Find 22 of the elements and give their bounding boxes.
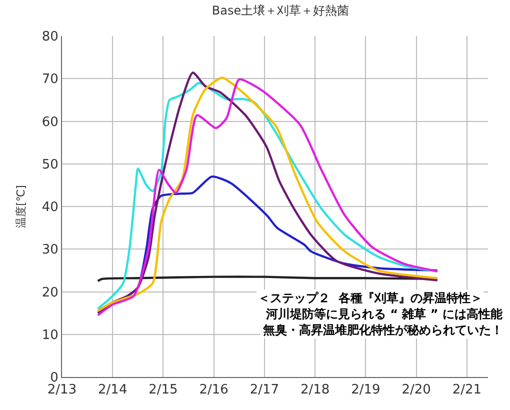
- y-tick-label: 70: [42, 72, 58, 88]
- x-tick-label: 2/19: [351, 382, 380, 398]
- y-tick-label: 20: [42, 285, 58, 300]
- x-tick-label: 2/16: [199, 382, 228, 398]
- y-tick-label: 80: [42, 30, 58, 45]
- y-tick-label: 40: [42, 200, 58, 216]
- y-tick-label: 30: [42, 242, 58, 258]
- y-tick-label: 10: [42, 328, 58, 343]
- x-tick-label: 2/17: [250, 382, 280, 398]
- x-tick-label: 2/14: [98, 382, 128, 398]
- y-tick-label: 60: [42, 114, 58, 130]
- x-tick-label: 2/15: [148, 382, 178, 398]
- annotation: 無臭・高昇温堆肥化特性が秘められていた！: [262, 323, 503, 337]
- annotation: 河川堤防等に見られる “ 雑草 ” には高性能: [265, 307, 504, 321]
- x-tick-label: 2/21: [452, 382, 482, 398]
- annotation: ＜ステップ２ 各種『刈草』の昇温特性＞: [258, 291, 482, 305]
- x-tick-label: 2/13: [47, 382, 77, 398]
- x-tick-label: 2/18: [300, 382, 330, 398]
- x-tick-label: 2/20: [402, 382, 431, 398]
- y-axis-title: 温度[℃]: [14, 185, 28, 228]
- chart-title: Base土壌＋刈草＋好熱菌: [212, 4, 350, 18]
- y-tick-label: 50: [42, 157, 58, 172]
